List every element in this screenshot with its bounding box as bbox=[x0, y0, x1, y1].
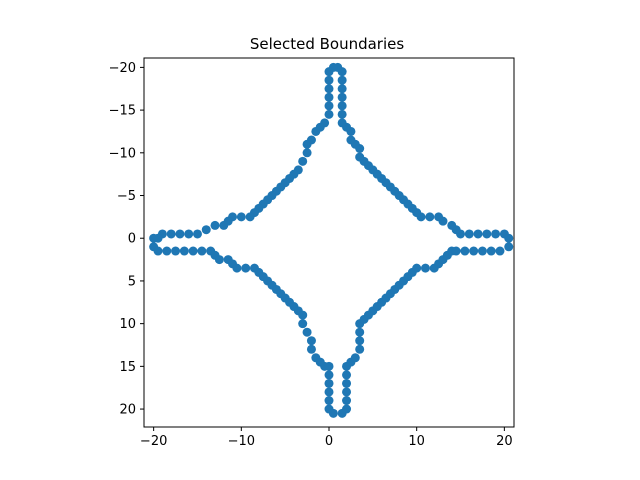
x-tick-label: 0 bbox=[325, 434, 333, 449]
data-point bbox=[302, 327, 312, 337]
data-point bbox=[337, 84, 347, 94]
data-point bbox=[324, 396, 334, 406]
data-point bbox=[499, 229, 509, 239]
data-point bbox=[477, 246, 487, 256]
y-tick-label: 15 bbox=[119, 360, 136, 375]
data-point bbox=[324, 378, 334, 388]
data-point bbox=[337, 109, 347, 119]
data-point bbox=[495, 246, 505, 256]
data-point bbox=[328, 408, 338, 418]
data-point bbox=[342, 387, 352, 397]
data-point bbox=[166, 229, 176, 239]
data-point bbox=[355, 327, 365, 337]
data-point bbox=[232, 263, 242, 273]
data-point bbox=[346, 135, 356, 145]
data-point bbox=[324, 109, 334, 119]
points-layer bbox=[149, 62, 514, 418]
y-tick-label: 5 bbox=[128, 274, 136, 289]
data-point bbox=[298, 310, 308, 320]
data-point bbox=[460, 246, 470, 256]
data-point bbox=[184, 229, 194, 239]
data-point bbox=[342, 378, 352, 388]
data-point bbox=[350, 353, 360, 363]
data-point bbox=[355, 344, 365, 354]
data-point bbox=[355, 152, 365, 162]
data-point bbox=[311, 126, 321, 136]
data-point bbox=[342, 370, 352, 380]
data-point bbox=[210, 220, 220, 230]
y-tick-label: −5 bbox=[117, 189, 136, 204]
data-point bbox=[298, 156, 308, 166]
data-point bbox=[188, 246, 198, 256]
data-point bbox=[337, 118, 347, 128]
data-point bbox=[245, 212, 255, 222]
data-point bbox=[324, 361, 334, 371]
data-point bbox=[355, 336, 365, 346]
data-point bbox=[486, 246, 496, 256]
data-point bbox=[219, 220, 229, 230]
data-point bbox=[214, 255, 224, 265]
data-point bbox=[447, 220, 457, 230]
data-point bbox=[324, 75, 334, 85]
data-point bbox=[342, 396, 352, 406]
x-tick-label: 10 bbox=[408, 434, 425, 449]
data-point bbox=[324, 387, 334, 397]
data-point bbox=[302, 139, 312, 149]
data-point bbox=[324, 370, 334, 380]
y-tick-label: −20 bbox=[109, 61, 136, 76]
data-point bbox=[149, 233, 159, 243]
data-point bbox=[469, 246, 479, 256]
data-point bbox=[192, 229, 202, 239]
data-point bbox=[473, 229, 483, 239]
data-point bbox=[302, 148, 312, 158]
data-point bbox=[464, 229, 474, 239]
data-point bbox=[175, 229, 185, 239]
axes-layer: −20 −10 0 10 20 −20 −15 −10 −5 0 5 10 15 20 bbox=[109, 57, 515, 449]
data-point bbox=[236, 212, 246, 222]
chart-title: Selected Boundaries bbox=[250, 35, 405, 53]
y-tick-label: −10 bbox=[109, 146, 136, 161]
data-point bbox=[337, 92, 347, 102]
data-point bbox=[328, 62, 338, 72]
y-tick-label: 0 bbox=[128, 232, 136, 247]
data-point bbox=[342, 404, 352, 414]
data-point bbox=[171, 246, 181, 256]
data-point bbox=[425, 212, 435, 222]
data-point bbox=[434, 212, 444, 222]
data-point bbox=[504, 242, 514, 252]
data-point bbox=[179, 246, 189, 256]
data-point bbox=[324, 92, 334, 102]
x-tick-label: 20 bbox=[496, 434, 513, 449]
x-tick-label: −20 bbox=[140, 434, 167, 449]
x-tick-label: −10 bbox=[228, 434, 255, 449]
data-point bbox=[324, 84, 334, 94]
data-point bbox=[324, 101, 334, 111]
data-point bbox=[412, 263, 422, 273]
data-point bbox=[306, 344, 316, 354]
data-point bbox=[298, 319, 308, 329]
data-point bbox=[201, 225, 211, 235]
y-tick-label: −15 bbox=[109, 104, 136, 119]
y-tick-label: 10 bbox=[119, 317, 136, 332]
data-point bbox=[241, 263, 251, 273]
data-point bbox=[337, 75, 347, 85]
data-point bbox=[491, 229, 501, 239]
data-point bbox=[337, 101, 347, 111]
data-point bbox=[197, 246, 207, 256]
y-tick-label: 20 bbox=[119, 403, 136, 418]
data-point bbox=[153, 246, 163, 256]
data-point bbox=[162, 246, 172, 256]
data-point bbox=[482, 229, 492, 239]
data-point bbox=[306, 336, 316, 346]
data-point bbox=[451, 246, 461, 256]
data-point bbox=[420, 263, 430, 273]
